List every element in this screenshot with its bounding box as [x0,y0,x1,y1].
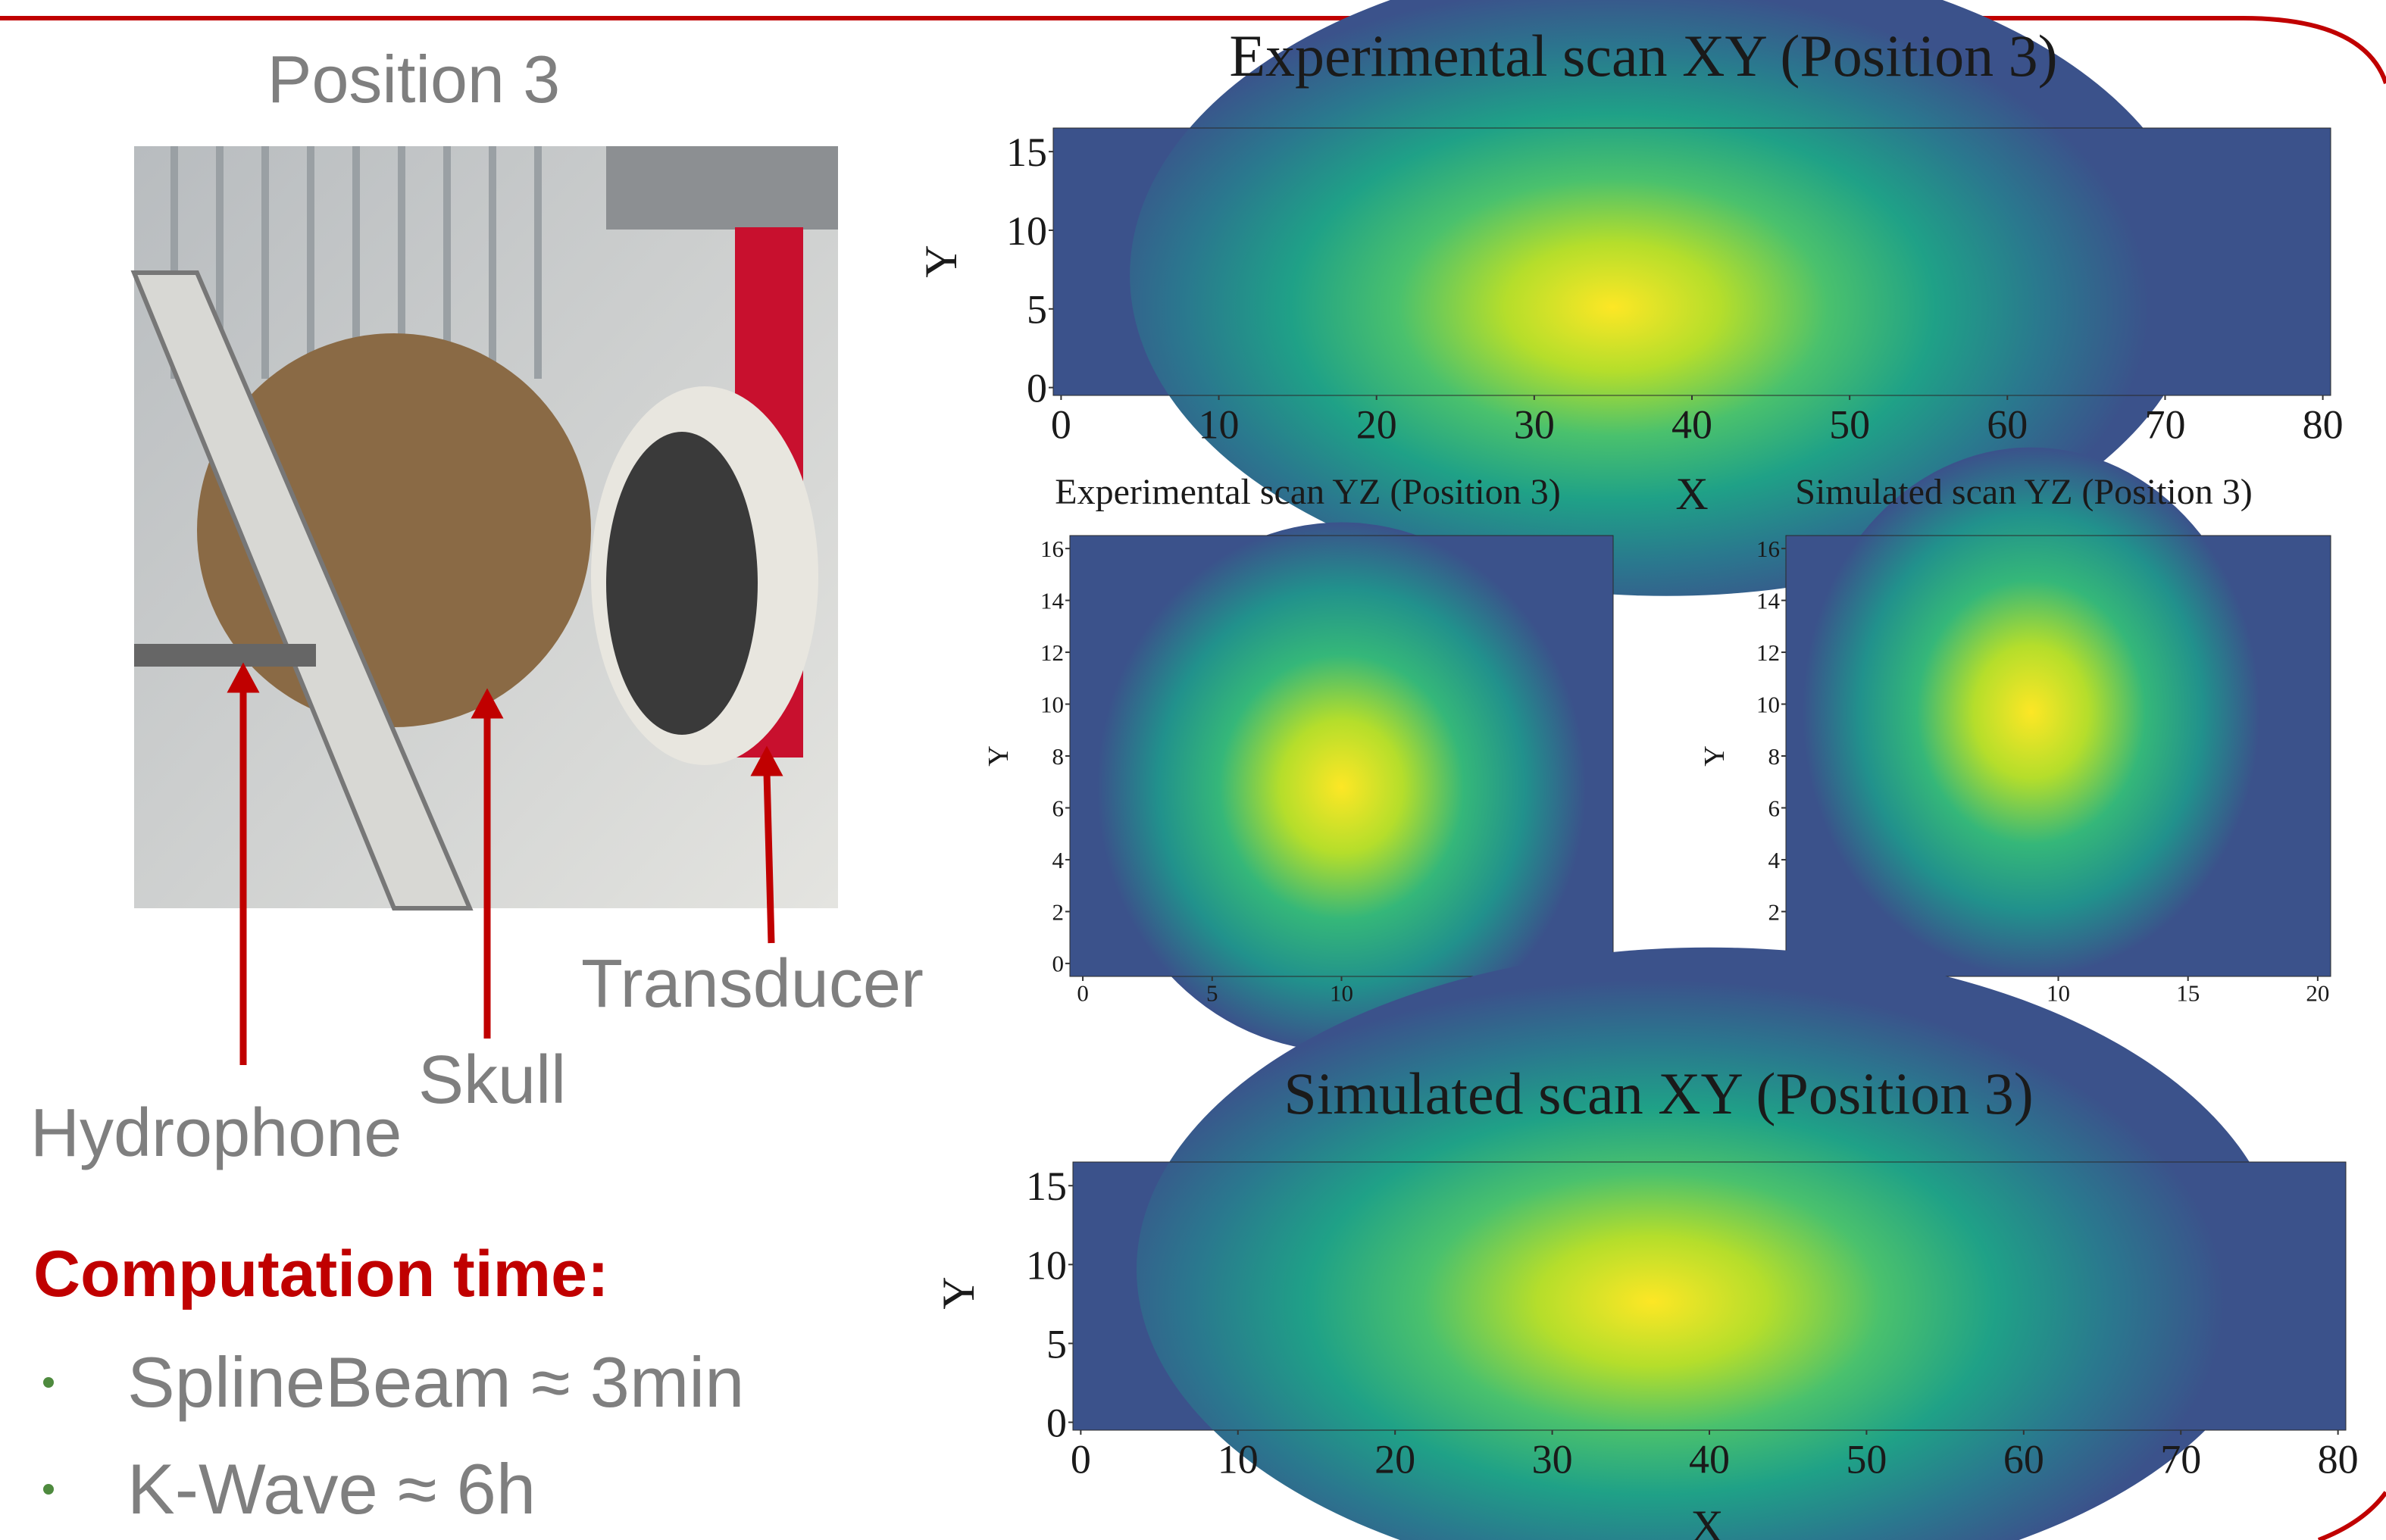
arrows [227,662,783,1065]
heatmap [1802,447,2260,976]
label-skull: Skull [418,1042,566,1118]
bullet: K-Wave ≈ 6h [127,1449,536,1529]
y-axis-label: Y [916,245,966,277]
x-tick-label: 40 [1689,1437,1730,1482]
photo-title: Position 3 [267,42,560,117]
x-tick-label: 0 [1077,980,1089,1007]
x-tick-label: 80 [2303,402,2344,448]
x-tick-label: 10 [1218,1437,1259,1482]
x-tick-label: 0 [1071,1437,1091,1482]
chart-title: Simulated scan YZ (Position 3) [1795,472,2253,512]
x-tick-label: 10 [1330,980,1353,1007]
y-tick-label: 0 [1052,951,1065,977]
y-tick-label: 12 [1040,639,1064,666]
y-tick-label: 12 [1756,639,1780,666]
y-tick-label: 10 [1026,1242,1067,1288]
x-tick-label: 0 [1051,402,1071,448]
heatmap [1130,0,2203,596]
x-tick-label: 60 [1987,402,2028,448]
x-tick-label: 60 [2003,1437,2044,1482]
y-tick-label: 15 [1026,1164,1067,1209]
chart-title: Experimental scan XY (Position 3) [1229,23,2057,89]
y-tick-label: 6 [1768,795,1781,821]
y-tick-label: 10 [1756,691,1780,717]
x-tick-label: 20 [2306,980,2329,1007]
bullet: SplineBeam ≈ 3min [127,1342,744,1422]
x-tick-label: 50 [1829,402,1870,448]
y-tick-label: 14 [1756,587,1781,614]
x-tick-label: 10 [2047,980,2070,1007]
heatmap [1096,522,1587,1051]
bullet-dot [43,1377,54,1388]
y-axis-label: Y [983,745,1015,766]
x-tick-label: 30 [1532,1437,1573,1482]
y-axis-label: Y [1699,745,1731,766]
chart-title: Experimental scan YZ (Position 3) [1055,472,1560,512]
x-axis-label: X [1675,469,1708,519]
y-tick-label: 5 [1046,1321,1067,1367]
x-tick-label: 40 [1671,402,1712,448]
label-transducer: Transducer [581,946,924,1022]
label-hydrophone: Hydrophone [30,1095,402,1171]
x-tick-label: 15 [2176,980,2200,1007]
y-tick-label: 8 [1768,743,1781,770]
y-tick-label: 6 [1052,795,1065,821]
y-tick-label: 14 [1040,587,1065,614]
x-tick-label: 20 [1374,1437,1415,1482]
y-tick-label: 4 [1052,847,1065,873]
y-tick-label: 16 [1040,536,1064,562]
y-tick-label: 8 [1052,743,1065,770]
x-tick-label: 10 [1199,402,1240,448]
y-tick-label: 0 [1046,1400,1067,1445]
x-tick-label: 20 [1356,402,1397,448]
chart-title: Simulated scan XY (Position 3) [1284,1061,2033,1126]
x-tick-label: 70 [2144,402,2185,448]
bullet-dot [43,1484,54,1495]
x-axis-label: X [1690,1501,1723,1540]
y-tick-label: 4 [1768,847,1781,873]
border [0,16,2386,84]
y-tick-label: 10 [1040,691,1064,717]
y-tick-label: 0 [1027,366,1047,411]
heatmap [1137,947,2282,1540]
x-tick-label: 30 [1514,402,1555,448]
y-tick-label: 2 [1768,898,1781,925]
x-tick-label: 80 [2318,1437,2359,1482]
y-tick-label: 16 [1756,536,1780,562]
x-tick-label: 70 [2160,1437,2201,1482]
y-tick-label: 10 [1006,208,1047,254]
x-tick-label: 5 [1206,980,1218,1007]
y-axis-label: Y [933,1276,983,1309]
y-tick-label: 5 [1027,287,1047,333]
x-tick-label: 50 [1846,1437,1887,1482]
border [2317,1491,2386,1540]
y-tick-label: 15 [1006,130,1047,175]
y-tick-label: 2 [1052,898,1065,925]
photo [130,146,838,911]
computation-heading: Computation time: [33,1238,609,1310]
